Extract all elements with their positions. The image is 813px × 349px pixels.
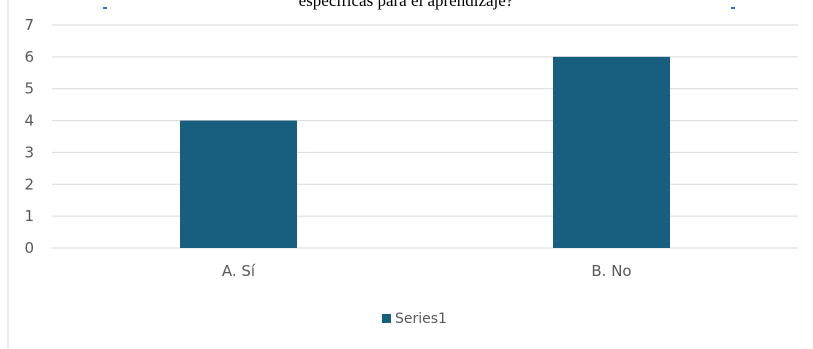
bar-no xyxy=(553,57,670,248)
x-category-label: B. No xyxy=(591,262,631,280)
y-tick-label: 0 xyxy=(24,239,34,257)
legend-swatch-series1 xyxy=(382,314,391,323)
gridlines xyxy=(52,25,798,248)
y-tick-label: 5 xyxy=(24,80,34,98)
y-tick-label: 7 xyxy=(24,16,34,34)
y-tick-label: 3 xyxy=(24,143,34,161)
chart-title: específicas para el aprendizaje? xyxy=(299,0,514,10)
legend: Series1 xyxy=(382,311,447,327)
x-axis-category-labels: A. Sí B. No xyxy=(222,262,632,280)
y-tick-label: 6 xyxy=(24,48,34,66)
y-tick-label: 2 xyxy=(24,175,34,193)
bar-si xyxy=(180,121,297,248)
legend-label-series1: Series1 xyxy=(395,311,447,327)
y-tick-label: 4 xyxy=(24,112,34,130)
y-tick-label: 1 xyxy=(24,207,34,225)
x-category-label: A. Sí xyxy=(222,262,256,280)
y-axis-tick-labels: 0 1 2 3 4 5 6 7 xyxy=(24,16,34,257)
